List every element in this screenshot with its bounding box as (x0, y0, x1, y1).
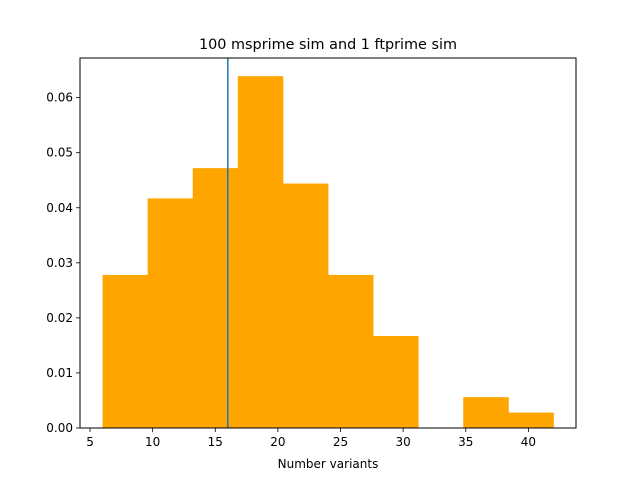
y-tick-label: 0.04 (46, 201, 73, 215)
x-tick-label: 35 (458, 435, 473, 449)
y-tick-label: 0.06 (46, 91, 73, 105)
y-tick-label: 0.02 (46, 311, 73, 325)
y-axis-ticks: 0.00 0.01 0.02 0.03 0.04 0.05 0.06 (46, 91, 80, 435)
y-tick-label: 0.05 (46, 146, 73, 160)
y-tick-label: 0.03 (46, 256, 73, 270)
x-axis-ticks: 5 10 15 20 25 30 35 40 (86, 428, 536, 449)
histogram-bar (508, 412, 554, 428)
chart-title: 100 msprime sim and 1 ftprime sim (199, 37, 457, 53)
histogram-bar (147, 198, 194, 428)
x-tick-label: 25 (333, 435, 348, 449)
y-tick-label: 0.00 (46, 421, 73, 435)
histogram-bar (328, 274, 374, 428)
histogram-bar (192, 168, 239, 428)
x-tick-label: 20 (270, 435, 285, 449)
x-axis-label: Number variants (278, 457, 379, 471)
histogram-bar (282, 183, 329, 428)
histogram-bar (237, 76, 284, 429)
x-tick-label: 5 (86, 435, 94, 449)
x-tick-label: 10 (145, 435, 160, 449)
y-tick-label: 0.01 (46, 366, 73, 380)
histogram-bar (373, 336, 419, 428)
histogram-bar (463, 397, 509, 428)
x-tick-label: 30 (396, 435, 411, 449)
x-tick-label: 15 (208, 435, 223, 449)
histogram-bars (102, 76, 554, 429)
x-tick-label: 40 (521, 435, 536, 449)
histogram-bar (102, 274, 149, 428)
plot-area-frame (79, 57, 577, 429)
